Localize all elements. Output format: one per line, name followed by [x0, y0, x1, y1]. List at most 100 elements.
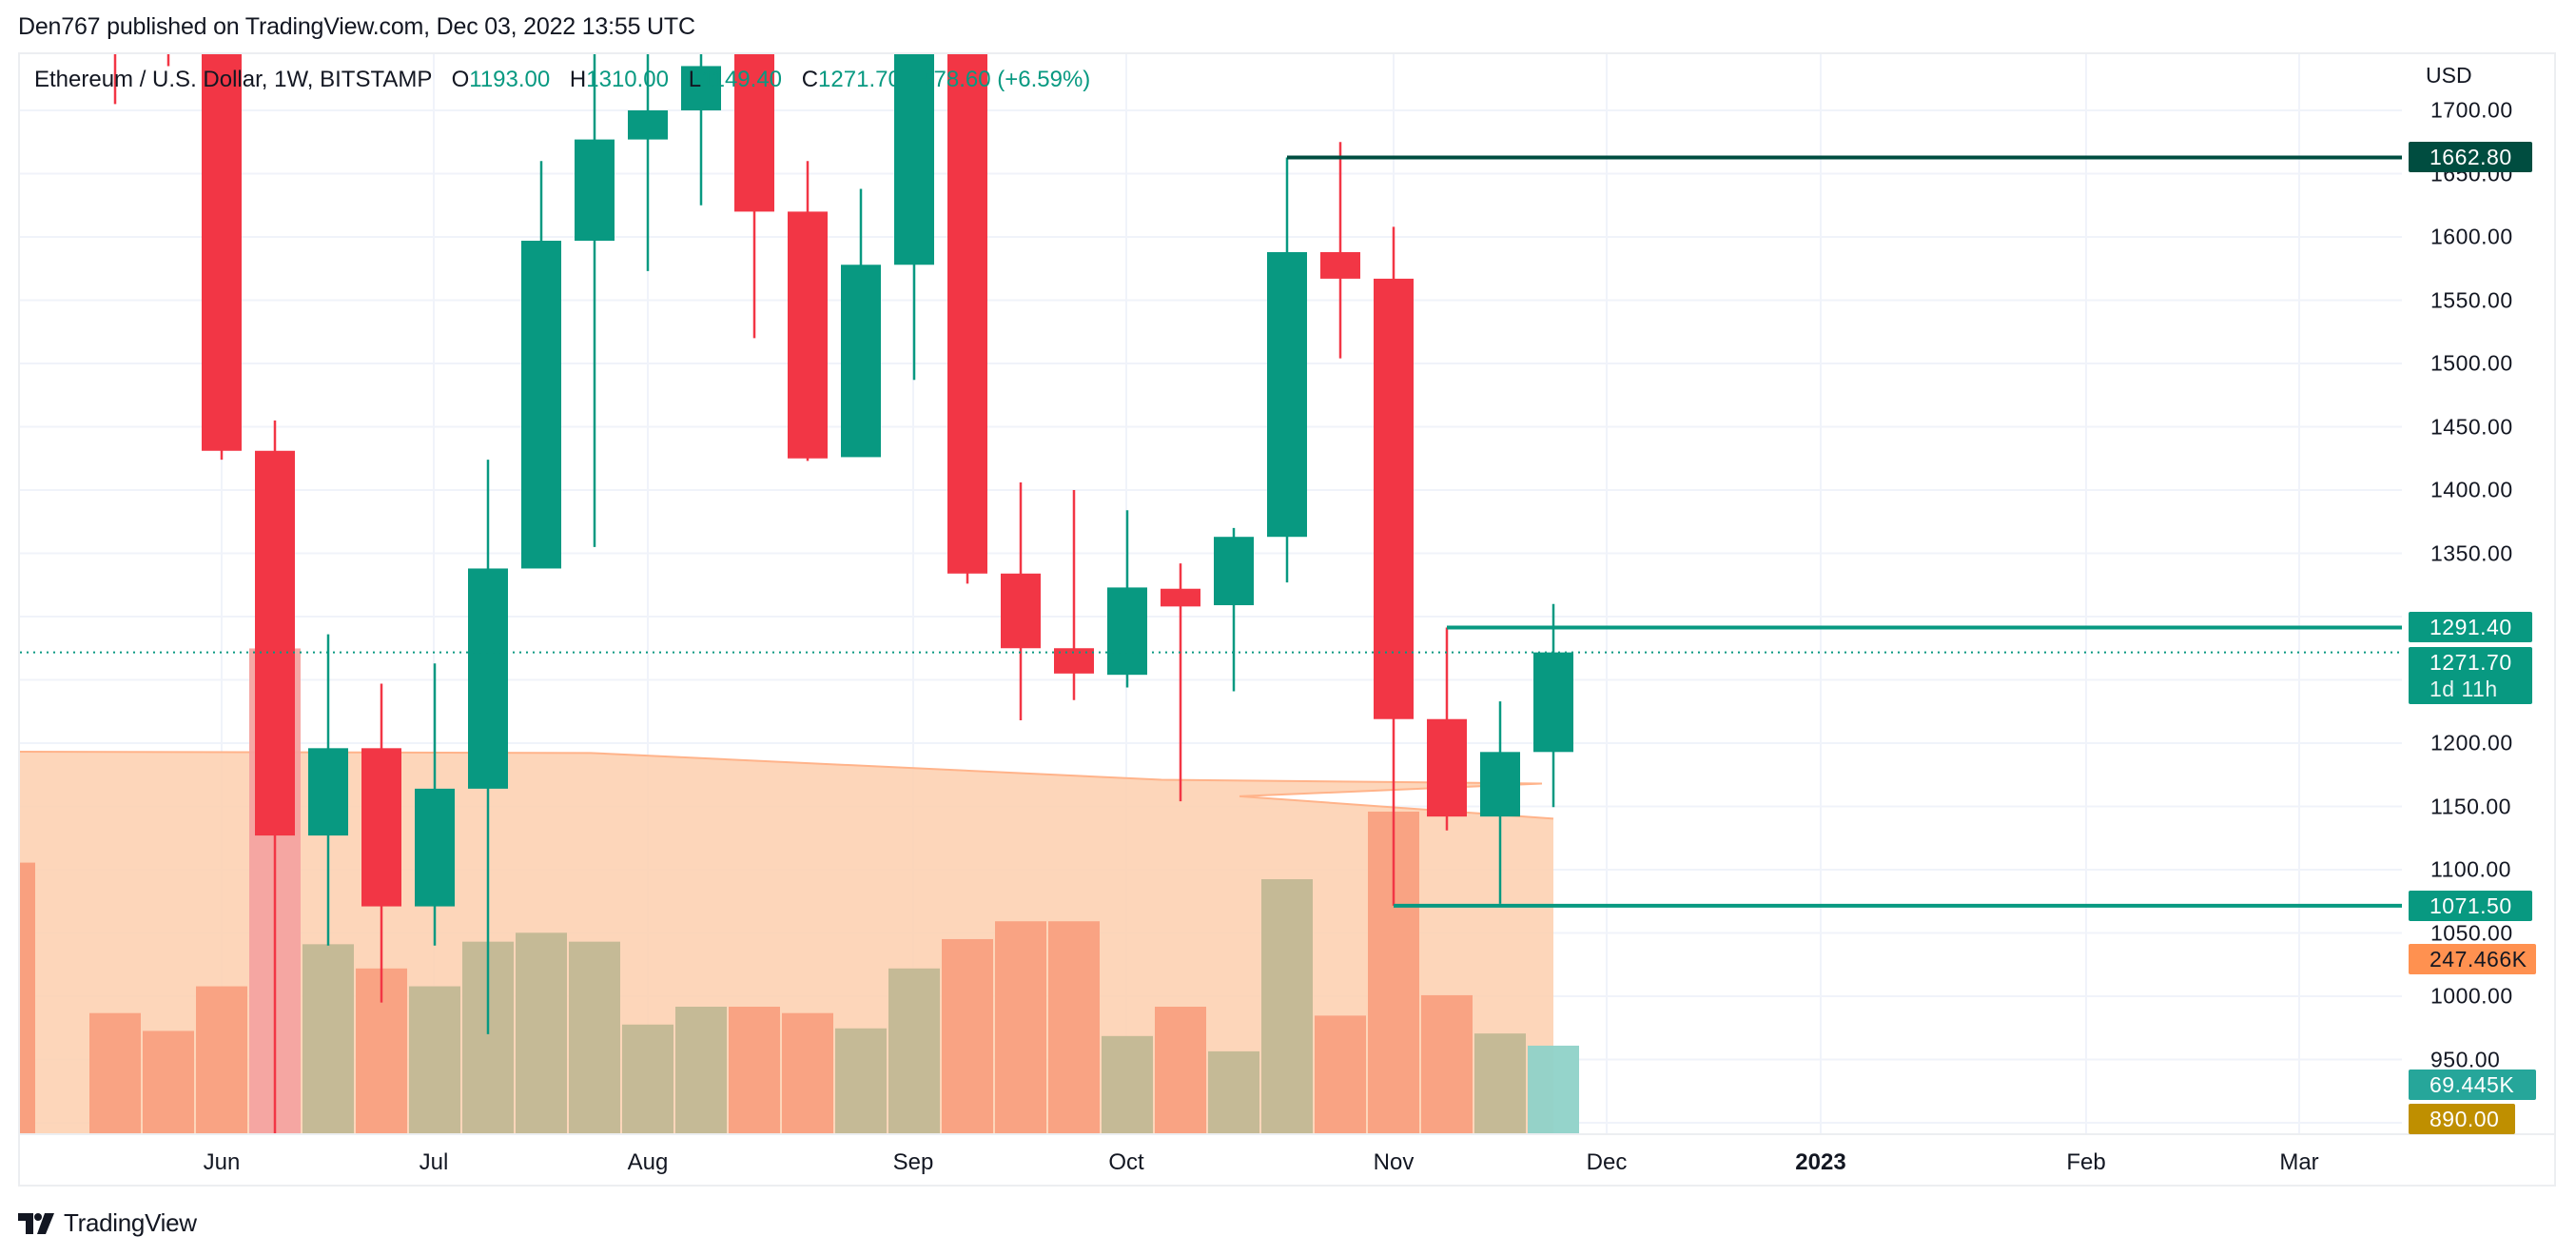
tradingview-brand: TradingView — [64, 1208, 197, 1237]
volume-bar — [729, 1007, 780, 1134]
price-badge: 247.466K — [2409, 944, 2536, 974]
volume-bar — [1102, 1035, 1153, 1134]
price-tick-label: 1350.00 — [2430, 540, 2513, 565]
volume-bar — [995, 921, 1046, 1134]
volume-bar — [409, 986, 460, 1134]
volume-bar — [942, 938, 993, 1134]
price-badge: 69.445K — [2409, 1070, 2536, 1100]
candle-up — [628, 110, 668, 140]
price-tick-label: 1450.00 — [2430, 414, 2513, 439]
volume-bar — [196, 986, 247, 1134]
tradingview-logo[interactable]: TradingView — [18, 1208, 197, 1238]
price-badge-value: 69.445K — [2430, 1072, 2515, 1097]
volume-bar — [302, 944, 354, 1134]
candle-up — [521, 240, 561, 569]
candle-down — [1427, 718, 1467, 817]
candle-down — [1161, 588, 1200, 607]
candle-up — [308, 748, 348, 836]
time-tick-label: Sep — [892, 1149, 934, 1175]
candle-up — [415, 788, 455, 907]
candle-up — [1267, 251, 1307, 538]
volume-bar — [1315, 1015, 1366, 1134]
high-value: 1310.00 — [586, 67, 670, 92]
time-tick-label: Nov — [1373, 1149, 1415, 1175]
price-badge: 1291.40 — [2409, 612, 2532, 643]
price-badge: 1662.80 — [2409, 142, 2532, 173]
volume-bar — [143, 1030, 194, 1134]
candle-down — [788, 211, 828, 459]
price-badge: 1071.50 — [2409, 890, 2532, 921]
price-badge-value: 1291.40 — [2430, 615, 2512, 640]
price-badge-value: 890.00 — [2430, 1107, 2500, 1131]
price-tick-label: 950.00 — [2430, 1047, 2501, 1071]
symbol-name: Ethereum / U.S. Dollar, 1W, BITSTAMP — [34, 67, 432, 92]
time-tick-label: Mar — [2279, 1149, 2319, 1175]
price-tick-label: 1400.00 — [2430, 477, 2513, 502]
currency-label: USD — [2426, 63, 2472, 88]
volume-bar — [888, 968, 940, 1134]
time-tick-label: Jun — [203, 1149, 241, 1175]
candle-up — [894, 54, 934, 265]
volume-bar — [622, 1024, 673, 1134]
candle-down — [1320, 251, 1360, 279]
candle-up — [1107, 587, 1147, 676]
candle-up — [468, 568, 508, 789]
close-value: 1271.70 — [818, 67, 901, 92]
change-value: +78.60 (+6.59%) — [920, 67, 1091, 92]
time-tick-label: Oct — [1108, 1149, 1144, 1175]
time-tick-label: Feb — [2066, 1149, 2106, 1175]
time-tick-label: Aug — [627, 1149, 669, 1175]
bar-countdown: 1d 11h — [2430, 676, 2498, 701]
candle-up — [681, 66, 721, 110]
candle-down — [202, 54, 242, 451]
low-label: L — [688, 67, 702, 92]
volume-bar — [1155, 1007, 1206, 1134]
candle-up — [841, 265, 881, 458]
published-by-line: Den767 published on TradingView.com, Dec… — [18, 13, 695, 40]
volume-bar — [1528, 1045, 1579, 1134]
time-tick-label: 2023 — [1795, 1149, 1846, 1175]
candle-down — [361, 748, 401, 907]
candle-down — [1374, 278, 1414, 719]
volume-bar — [835, 1028, 887, 1134]
low-value: 1149.40 — [701, 67, 783, 92]
price-tick-label: 1500.00 — [2430, 350, 2513, 376]
volume-bar — [1048, 921, 1100, 1134]
high-label: H — [569, 67, 587, 92]
price-tick-label: 1200.00 — [2430, 730, 2513, 756]
tradingview-logo-icon — [18, 1212, 54, 1234]
open-value: 1193.00 — [469, 67, 551, 92]
price-tick-label: 1000.00 — [2430, 983, 2513, 1009]
price-badge-value: 1662.80 — [2430, 145, 2512, 170]
price-badge-value: 1071.50 — [2430, 893, 2512, 918]
price-badge-value: 247.466K — [2430, 947, 2527, 971]
time-tick-label: Dec — [1586, 1149, 1628, 1175]
volume-bar — [20, 862, 35, 1134]
price-badge: 1271.70 1d 11h — [2409, 646, 2532, 704]
price-badge-value: 1271.70 — [2430, 649, 2512, 675]
volume-bar — [782, 1012, 833, 1134]
candle-down — [734, 54, 774, 212]
candle-up — [1480, 752, 1520, 817]
close-label: C — [801, 67, 819, 92]
price-tick-label: 1550.00 — [2430, 287, 2513, 312]
volume-bar — [89, 1012, 141, 1134]
candle-down — [947, 54, 987, 574]
symbol-legend: Ethereum / U.S. Dollar, 1W, BITSTAMP O11… — [34, 67, 1090, 93]
volume-bar — [1208, 1050, 1259, 1134]
candle-up — [575, 139, 615, 241]
price-tick-label: 1150.00 — [2430, 794, 2511, 818]
volume-bar — [1474, 1033, 1526, 1134]
volume-bar — [569, 941, 620, 1134]
price-tick-label: 1600.00 — [2430, 224, 2513, 249]
price-tick-label: 1100.00 — [2430, 856, 2511, 882]
volume-bar — [675, 1007, 727, 1134]
volume-bar — [1261, 879, 1313, 1134]
time-tick-label: Jul — [419, 1149, 449, 1175]
open-label: O — [451, 67, 470, 92]
candle-up — [1214, 537, 1254, 606]
volume-bar — [516, 932, 567, 1134]
volume-bar — [1421, 994, 1473, 1134]
price-tick-label: 1700.00 — [2430, 97, 2513, 123]
